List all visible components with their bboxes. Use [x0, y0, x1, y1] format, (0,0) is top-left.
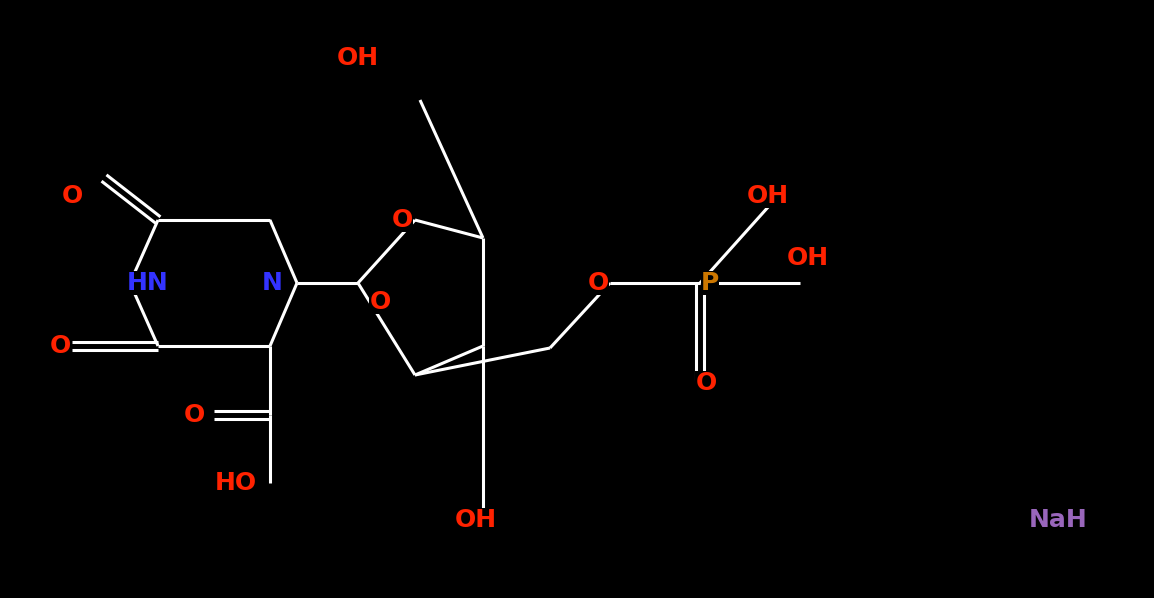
Text: OH: OH: [787, 246, 829, 270]
Text: HN: HN: [127, 271, 168, 295]
Text: O: O: [391, 208, 413, 232]
Text: O: O: [696, 371, 717, 395]
Text: O: O: [50, 334, 70, 358]
Text: OH: OH: [337, 46, 379, 70]
Text: HO: HO: [215, 471, 257, 495]
Text: OH: OH: [747, 184, 789, 208]
Text: P: P: [700, 271, 719, 295]
Text: O: O: [587, 271, 608, 295]
Text: O: O: [183, 403, 204, 427]
Text: O: O: [61, 184, 83, 208]
Text: NaH: NaH: [1028, 508, 1087, 532]
Text: N: N: [262, 271, 283, 295]
Text: O: O: [369, 290, 390, 314]
Text: OH: OH: [455, 508, 497, 532]
